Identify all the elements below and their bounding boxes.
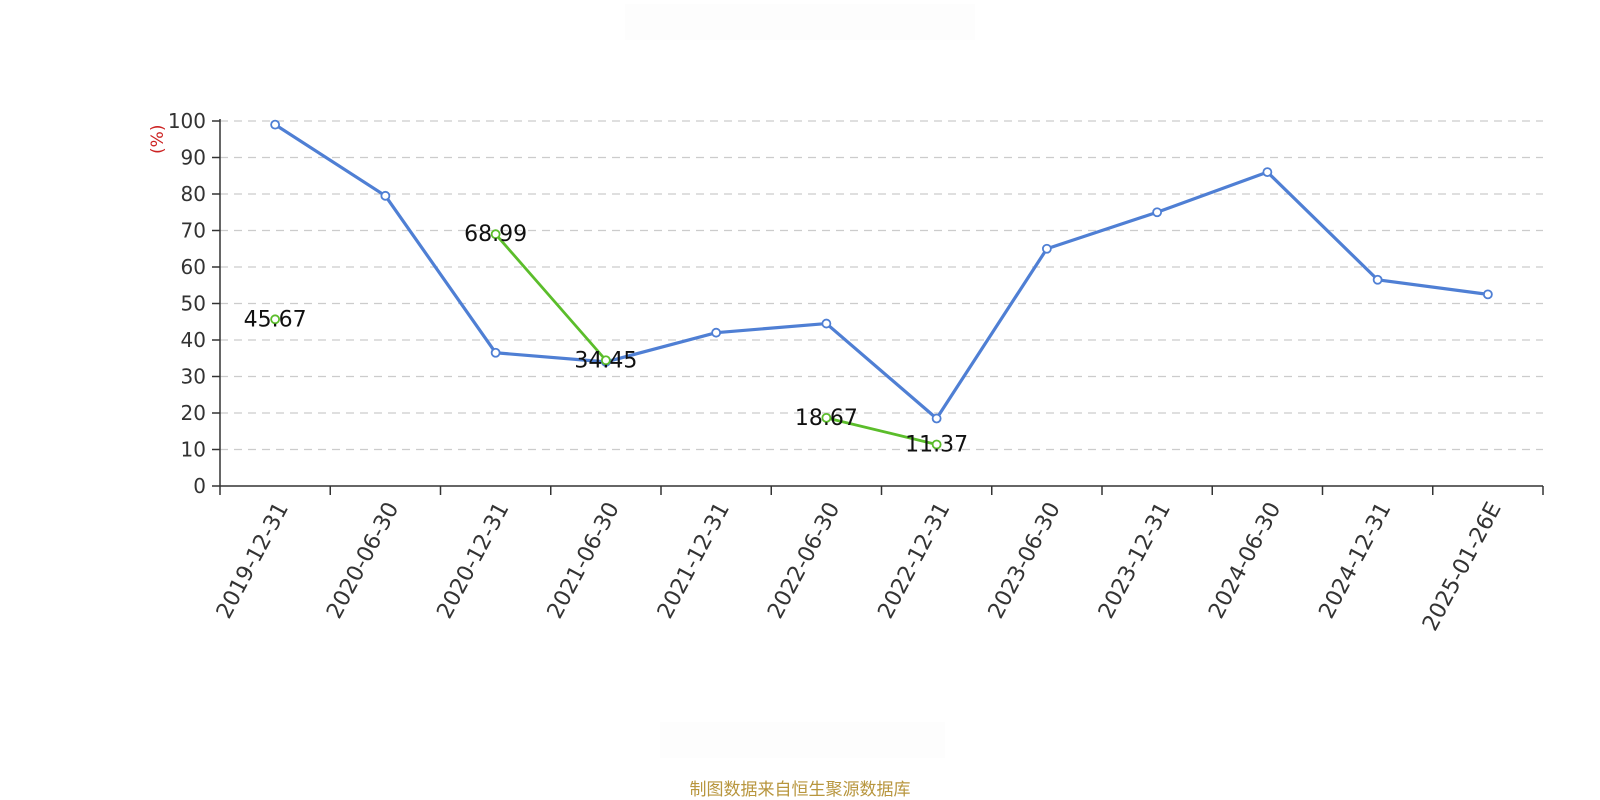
data-point — [931, 413, 942, 424]
x-tick-label: 2020-06-30 — [322, 498, 404, 623]
data-label: 18.67 — [795, 406, 858, 431]
data-point — [1372, 274, 1383, 285]
axes — [219, 119, 1544, 495]
data-point — [1482, 289, 1493, 300]
y-tick-label: 40 — [181, 328, 206, 352]
data-point — [600, 355, 611, 366]
source-note: 制图数据来自恒生聚源数据库 — [689, 780, 911, 800]
data-point — [821, 318, 832, 329]
y-tick-label: 100 — [168, 109, 206, 133]
x-tick-label: 2020-12-31 — [432, 498, 514, 623]
x-axis-ticks: 2019-12-31 2020-06-30 2020-12-31 2021-06-30… — [212, 498, 1507, 635]
x-tick-label: 2021-12-31 — [653, 498, 735, 623]
x-tick-label: 2023-12-31 — [1094, 498, 1176, 623]
x-tick-label: 2022-12-31 — [873, 498, 955, 623]
data-label: 11.37 — [905, 432, 968, 457]
data-point — [1041, 243, 1052, 254]
data-point — [1152, 207, 1163, 218]
data-point — [1262, 167, 1273, 178]
series-lines — [274, 123, 1489, 446]
x-tick-label: 2023-06-30 — [984, 498, 1066, 623]
data-point — [490, 347, 501, 358]
y-tick-label: 10 — [181, 438, 206, 462]
y-axis-ticks: 0 10 20 30 40 50 60 70 80 90 100 — [168, 109, 220, 498]
data-point — [931, 439, 942, 450]
data-point — [821, 412, 832, 423]
y-tick-label: 60 — [181, 255, 206, 279]
y-tick-label: 90 — [181, 146, 206, 170]
y-tick-label: 0 — [193, 474, 206, 498]
data-label: 34.45 — [574, 348, 637, 373]
series-points — [270, 119, 1493, 450]
x-tick-label: 2021-06-30 — [543, 498, 625, 623]
x-tick-label: 2024-06-30 — [1204, 498, 1286, 623]
y-tick-label: 70 — [181, 219, 206, 243]
x-tick-label: 2019-12-31 — [212, 498, 294, 623]
data-label: 68.99 — [464, 222, 527, 247]
data-point — [711, 327, 722, 338]
series-line — [274, 123, 1489, 421]
x-tick-label: 2025-01-26E — [1418, 498, 1507, 635]
series-line — [494, 233, 607, 362]
y-tick-label: 80 — [181, 182, 206, 206]
x-tick-label: 2022-06-30 — [763, 498, 845, 623]
y-tick-label: 20 — [181, 401, 206, 425]
y-axis-unit: (%) — [148, 125, 168, 154]
series-line — [826, 416, 937, 446]
y-tick-label: 30 — [181, 365, 206, 389]
y-tick-label: 50 — [181, 292, 206, 316]
data-point — [270, 314, 281, 325]
faint-footer-placeholder — [660, 722, 945, 758]
data-label: 45.67 — [244, 307, 307, 332]
data-point — [380, 190, 391, 201]
grid-lines — [220, 120, 1543, 451]
x-tick-label: 2024-12-31 — [1314, 498, 1396, 623]
faint-title-placeholder — [625, 4, 975, 40]
data-point — [270, 119, 281, 130]
data-labels: 45.67 68.99 34.45 18.67 11.37 — [244, 222, 968, 457]
data-point — [490, 229, 501, 240]
